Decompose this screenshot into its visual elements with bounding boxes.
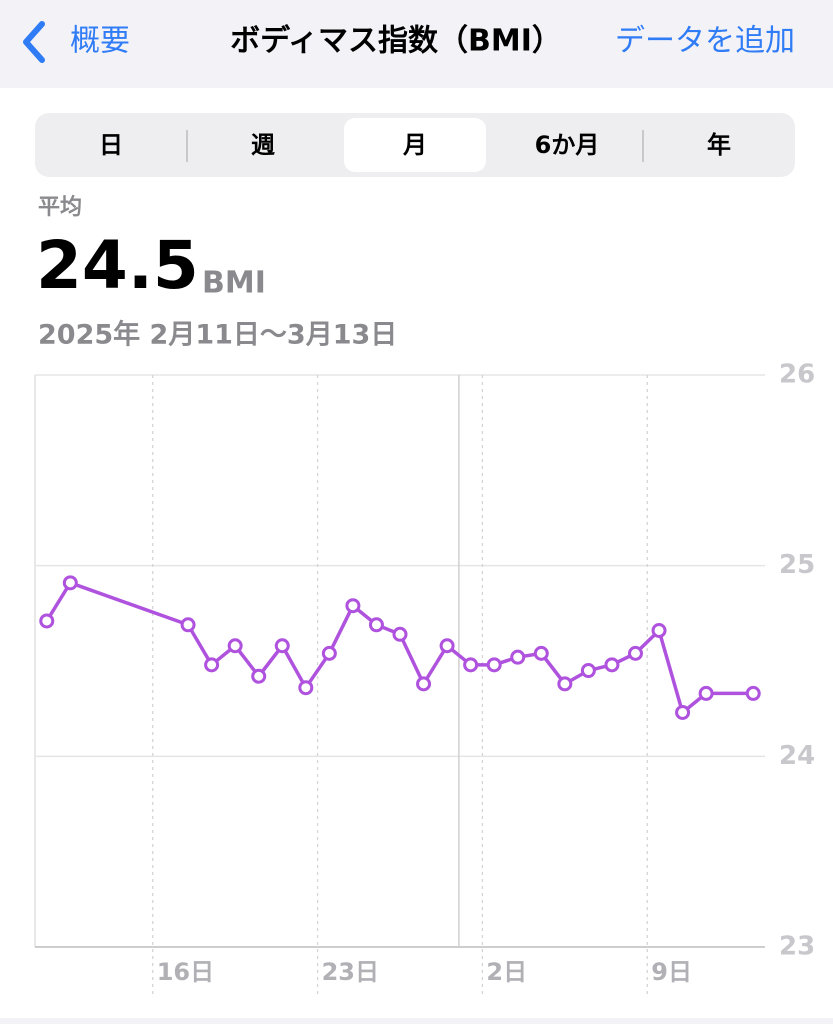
data-point [180,617,196,633]
data-point [345,598,361,614]
data-point [321,645,337,661]
segment-label[interactable]: 年 [707,131,731,159]
data-point [604,657,620,673]
data-point [675,704,691,720]
data-point [533,645,549,661]
average-unit: BMI [202,266,266,301]
bottom-bar [0,1018,833,1024]
data-point [580,663,596,679]
data-point [439,638,455,654]
data-point [463,657,479,673]
data-point [368,617,384,633]
y-tick-label: 23 [779,932,815,962]
data-point [392,626,408,642]
average-label: 平均 [38,194,82,220]
segment-label[interactable]: 日 [99,131,123,159]
back-chevron[interactable] [23,21,45,63]
bmi-line [45,581,754,715]
nav-bar [0,0,833,88]
x-tick-label: 16日 [157,958,214,986]
segment-selected[interactable] [344,118,486,172]
data-point [486,657,502,673]
segment-label[interactable]: 週 [251,131,275,159]
x-tick-label: 9日 [651,958,692,986]
data-point [557,676,573,692]
data-point [651,622,667,638]
segment-label[interactable]: 月 [402,131,427,159]
data-point [698,685,714,701]
data-point [251,668,267,684]
data-point [227,638,243,654]
y-tick-label: 25 [779,550,815,580]
data-point [416,676,432,692]
nav-title: ボディマス指数（BMI） [230,24,562,59]
back-button[interactable]: 概要 [70,24,130,59]
x-tick-label: 23日 [322,958,379,986]
date-range: 2025年 2月11日〜3月13日 [38,319,397,351]
x-tick-label: 2日 [486,958,527,986]
data-point [62,575,78,591]
segment-label[interactable]: 6か月 [535,131,600,159]
data-point [627,645,643,661]
data-point [39,613,55,629]
data-point [274,638,290,654]
add-data-button[interactable]: データを追加 [615,24,795,59]
data-point [204,657,220,673]
data-point [510,649,526,665]
data-point [745,685,761,701]
y-tick-label: 26 [779,360,815,390]
average-value: 24.5 [36,227,199,304]
data-point [298,680,314,696]
y-tick-label: 24 [779,741,815,771]
